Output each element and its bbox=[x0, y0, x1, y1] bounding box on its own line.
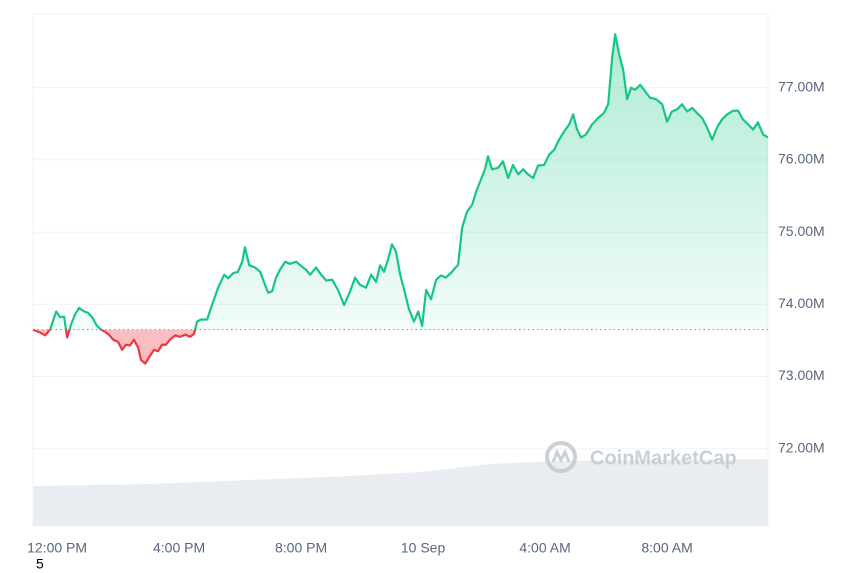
footnote: 5 bbox=[36, 556, 44, 572]
volume-area bbox=[33, 459, 768, 526]
y-tick-label: 77.00M bbox=[778, 78, 825, 94]
watermark: CoinMarketCap bbox=[545, 441, 737, 473]
x-tick-label: 12:00 PM bbox=[27, 540, 87, 556]
x-tick-label: 4:00 AM bbox=[519, 540, 570, 556]
area-up bbox=[50, 34, 768, 330]
y-tick-label: 76.00M bbox=[778, 151, 825, 167]
y-tick-label: 73.00M bbox=[778, 367, 825, 383]
x-tick-label: 4:00 PM bbox=[153, 540, 205, 556]
y-tick-label: 72.00M bbox=[778, 439, 825, 455]
y-tick-label: 74.00M bbox=[778, 295, 825, 311]
x-tick-label: 10 Sep bbox=[401, 540, 446, 556]
y-tick-label: 75.00M bbox=[778, 223, 825, 239]
x-tick-label: 8:00 AM bbox=[641, 540, 692, 556]
x-tick-label: 8:00 PM bbox=[275, 540, 327, 556]
price-line bbox=[32, 33, 769, 365]
watermark-text: CoinMarketCap bbox=[590, 447, 737, 469]
